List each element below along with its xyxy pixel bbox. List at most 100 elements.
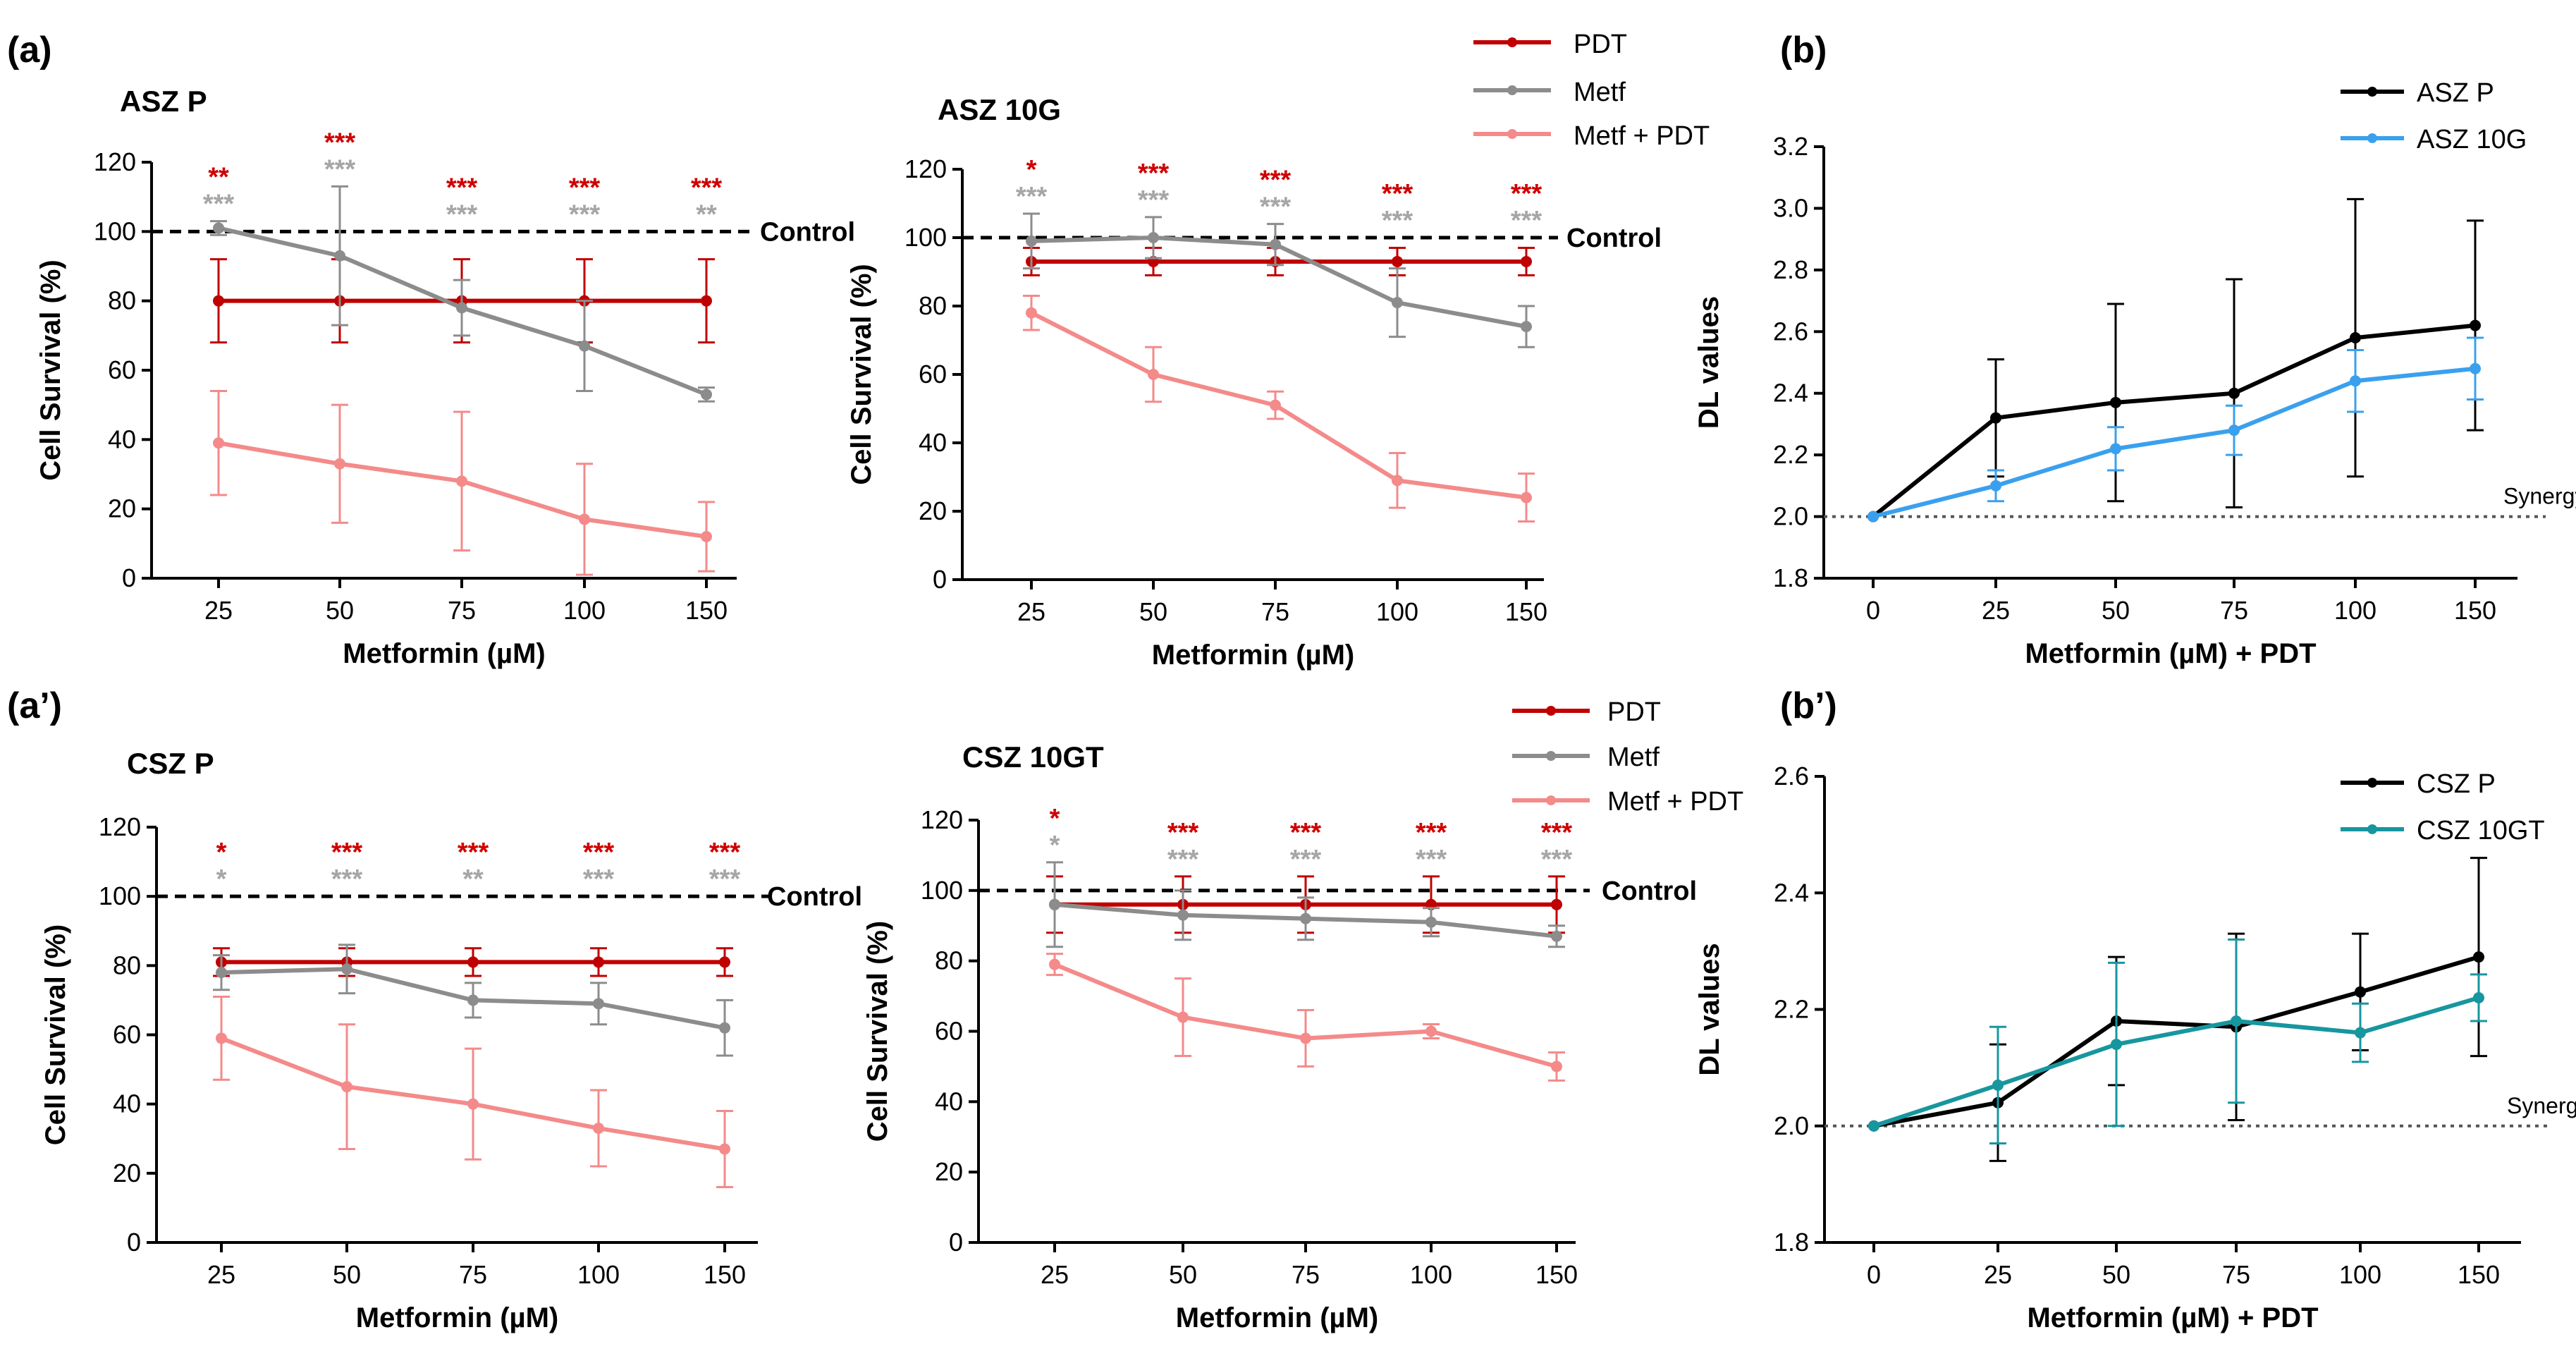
- csz_p-point: [593, 956, 604, 968]
- csz_p-stars-red: ***: [331, 838, 363, 867]
- csz_p-xtick-label: 25: [207, 1260, 235, 1289]
- csz_10gt-xtick-label: 150: [1535, 1260, 1578, 1289]
- csz_dl-point: [1992, 1079, 2004, 1091]
- csz_p-xtick-label: 100: [577, 1260, 620, 1289]
- csz_10gt-point: [1425, 1025, 1437, 1037]
- asz_p-stars-red: ***: [324, 128, 356, 157]
- csz_p-xtick-label: 150: [704, 1260, 746, 1289]
- csz_10gt-stars-red: ***: [1416, 818, 1447, 848]
- asz_10g-stars-gray: ***: [1138, 185, 1170, 215]
- asz_p-xtick-label: 100: [563, 596, 606, 625]
- asz_p-ytick-label: 20: [108, 494, 136, 523]
- csz_10gt-point: [1551, 930, 1562, 942]
- asz_dl-point: [2470, 319, 2481, 331]
- legend-marker-metf: [1507, 85, 1517, 95]
- asz_10g-point: [1521, 255, 1532, 267]
- csz_10gt-ytick-label: 100: [921, 876, 963, 905]
- legend2-label-combo: Metf + PDT: [1607, 787, 1743, 817]
- panel-label-b: (b): [1780, 30, 1827, 71]
- csz_10gt-point: [1551, 1061, 1562, 1073]
- csz_10gt-point: [1425, 916, 1437, 928]
- csz_10gt-stars-red: *: [1050, 804, 1060, 833]
- csz_p-point: [341, 1081, 352, 1093]
- csz_10gt-point: [1049, 898, 1060, 910]
- asz_dl-legend-marker-1: [2367, 133, 2377, 143]
- asz_dl-synergy-label: Synergy: [2503, 484, 2576, 509]
- asz_p-ytick-label: 80: [108, 286, 136, 315]
- asz_p-stars-gray: ***: [203, 190, 235, 219]
- csz_10gt-point: [1177, 1011, 1189, 1023]
- csz_dl-xtick-label: 25: [1984, 1260, 2012, 1289]
- asz_p-point: [456, 302, 467, 314]
- csz_p-point: [719, 1022, 730, 1034]
- asz_p-stars-gray: ***: [569, 200, 601, 229]
- asz_dl-ytick-label: 3.0: [1773, 193, 1808, 222]
- csz_p-stars-gray: ***: [583, 865, 615, 894]
- csz_p-stars-red: *: [216, 838, 227, 867]
- asz_10g-ytick-label: 120: [904, 154, 947, 183]
- csz_10gt-stars-gray: *: [1050, 831, 1060, 860]
- asz_dl-series-line-1: [1872, 366, 2476, 519]
- csz_10gt-xtick-label: 75: [1292, 1260, 1320, 1289]
- csz_p-ytick-label: 40: [113, 1089, 141, 1118]
- csz_10gt-stars-red: ***: [1167, 818, 1199, 848]
- csz_dl-synergy-label: Synergy: [2507, 1093, 2576, 1118]
- asz_10g-ytick-label: 60: [919, 360, 947, 389]
- csz_p-xlabel: Metformin (µM): [356, 1302, 558, 1333]
- legend-item-pdt: PDT: [1473, 30, 1627, 59]
- csz_10gt-xtick-label: 50: [1169, 1260, 1197, 1289]
- csz_p-ytick-label: 120: [99, 812, 141, 841]
- csz_p-point: [467, 1098, 479, 1110]
- asz_10g-ytick-label: 0: [933, 565, 947, 594]
- csz_dl-ytick-label: 2.6: [1774, 762, 1809, 790]
- asz_dl-xtick-label: 75: [2220, 596, 2248, 625]
- asz_p-ytick-label: 120: [94, 147, 136, 176]
- csz_dl-point: [2473, 951, 2484, 963]
- asz_dl-ylabel: DL values: [1693, 296, 1724, 429]
- csz_dl-xtick-label: 0: [1867, 1260, 1881, 1289]
- asz_p-point: [701, 389, 712, 401]
- panel-label-a-prime: (a’): [7, 685, 62, 726]
- csz_10gt-xtick-label: 100: [1410, 1260, 1452, 1289]
- asz_p-point: [334, 458, 345, 470]
- asz_dl-ytick-label: 2.0: [1773, 502, 1808, 531]
- legend-label-combo: Metf + PDT: [1574, 121, 1710, 151]
- asz_10g-point: [1148, 369, 1159, 380]
- panel-label-a: (a): [7, 30, 52, 71]
- asz_10g-xtick-label: 100: [1376, 597, 1418, 626]
- csz_p-ytick-label: 60: [113, 1020, 141, 1049]
- asz_p-point: [579, 340, 590, 352]
- asz_p-xtick-label: 50: [326, 596, 354, 625]
- csz_p-stars-red: ***: [458, 838, 489, 867]
- legend-label-metf: Metf: [1574, 78, 1626, 107]
- asz_p-xtick-label: 25: [204, 596, 233, 625]
- asz_p-stars-gray: ***: [446, 200, 478, 229]
- asz_10g-xtick-label: 25: [1017, 597, 1045, 626]
- csz_10gt-stars-gray: ***: [1416, 845, 1447, 874]
- legend-item-combo: Metf + PDT: [1473, 121, 1710, 151]
- asz_10g-xtick-label: 150: [1505, 597, 1547, 626]
- csz_10gt-ytick-label: 80: [935, 946, 963, 975]
- asz_dl-point: [2110, 396, 2121, 408]
- asz_dl-ytick-label: 3.2: [1773, 132, 1808, 161]
- csz_p-point: [467, 994, 479, 1006]
- asz_p-point: [213, 222, 224, 234]
- asz_10g-stars-gray: ***: [1382, 206, 1413, 236]
- asz_p-point: [701, 531, 712, 542]
- csz_p-ytick-label: 0: [127, 1228, 141, 1257]
- csz_p-point: [719, 956, 730, 968]
- asz_p-stars-red: ***: [446, 173, 478, 202]
- csz_dl-point: [1868, 1120, 1879, 1132]
- csz_p-ytick-label: 100: [99, 881, 141, 910]
- csz_p-point: [341, 963, 352, 975]
- asz_p-stars-red: ***: [691, 173, 723, 202]
- csz_10gt-xtick-label: 25: [1041, 1260, 1069, 1289]
- csz_10gt-point: [1177, 909, 1189, 921]
- asz_10g-stars-red: ***: [1260, 166, 1292, 195]
- asz_10g-stars-red: ***: [1511, 179, 1542, 209]
- asz_10g-xtick-label: 50: [1139, 597, 1167, 626]
- legend-bottom: PDT Metf Metf + PDT: [1512, 697, 1743, 817]
- csz_dl-series-line-1: [1873, 996, 2479, 1128]
- csz_dl-point: [2111, 1039, 2122, 1051]
